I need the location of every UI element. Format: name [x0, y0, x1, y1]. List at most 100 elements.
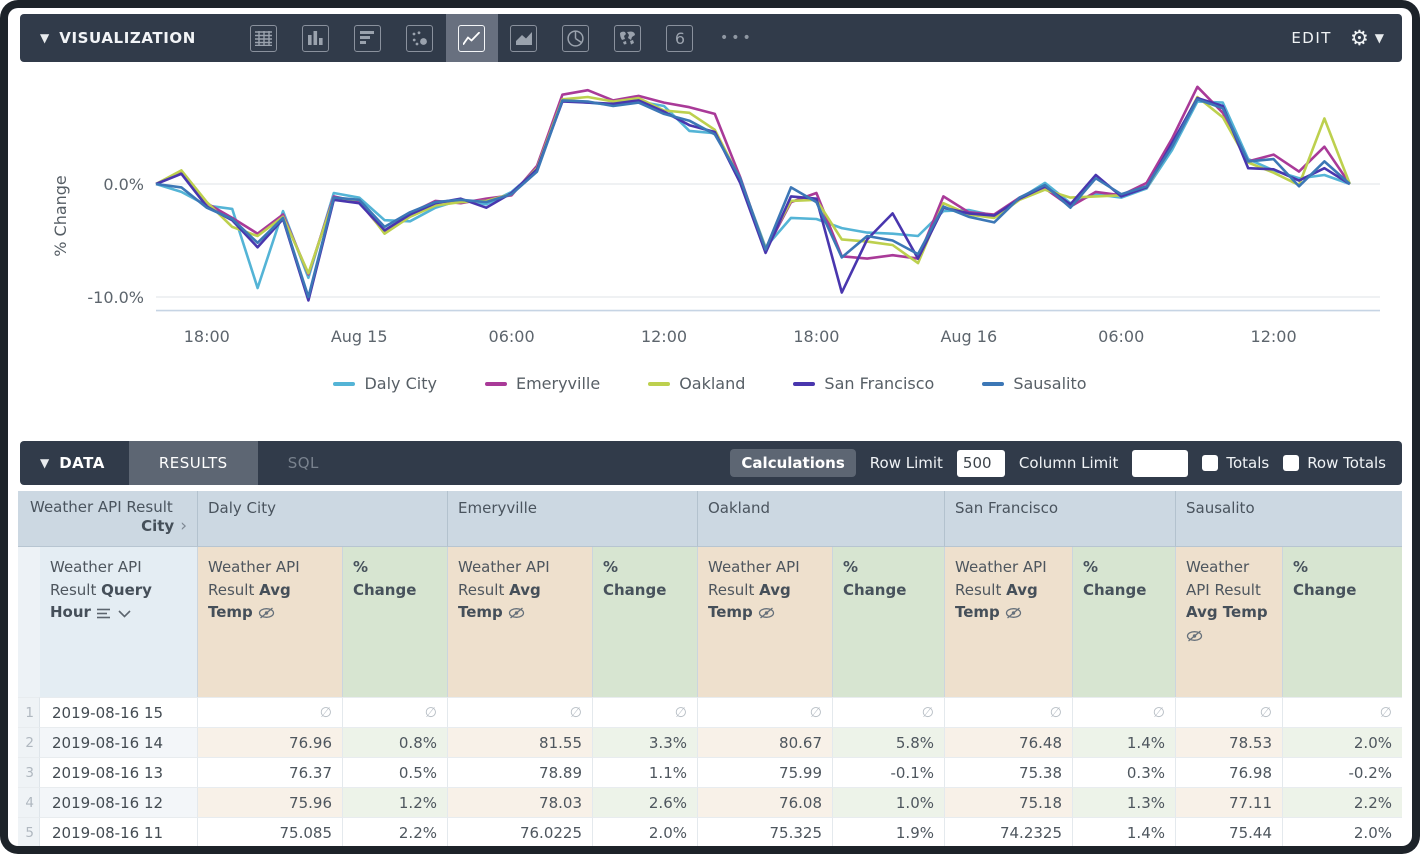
cell-pct-change[interactable]: ∅	[342, 697, 447, 727]
cell-avg-temp[interactable]: ∅	[944, 697, 1072, 727]
column-header-pct-change[interactable]: % Change	[1072, 547, 1175, 697]
cell-avg-temp[interactable]: 75.38	[944, 757, 1072, 787]
cell-pct-change[interactable]: 2.2%	[1282, 787, 1402, 817]
visualization-collapse-toggle[interactable]: ▼ VISUALIZATION	[20, 14, 222, 62]
cell-pct-change[interactable]: 0.8%	[342, 727, 447, 757]
more-chart-types-button[interactable]: •••	[719, 30, 754, 46]
cell-avg-temp[interactable]: 76.08	[697, 787, 832, 817]
cell-pct-change[interactable]: 1.4%	[1072, 727, 1175, 757]
cell-avg-temp[interactable]: 74.2325	[944, 817, 1072, 846]
column-header-avg-temp[interactable]: Weather API Result Avg Temp	[1175, 547, 1282, 697]
cell-pct-change[interactable]: 1.4%	[1072, 817, 1175, 846]
cell-pct-change[interactable]: 1.9%	[832, 817, 944, 846]
cell-pct-change[interactable]: 5.8%	[832, 727, 944, 757]
chart-type-column[interactable]	[290, 14, 342, 62]
cell-pct-change[interactable]: -0.2%	[1282, 757, 1402, 787]
cell-pct-change[interactable]: -0.1%	[832, 757, 944, 787]
edit-button[interactable]: EDIT	[1291, 29, 1332, 47]
cell-avg-temp[interactable]: ∅	[1175, 697, 1282, 727]
cell-avg-temp[interactable]: ∅	[447, 697, 592, 727]
calculations-button[interactable]: Calculations	[730, 449, 856, 477]
chart-type-line[interactable]	[445, 14, 498, 62]
column-header-avg-temp[interactable]: Weather API Result Avg Temp	[944, 547, 1072, 697]
cell-avg-temp[interactable]: 76.0225	[447, 817, 592, 846]
chart-type-scatter[interactable]	[394, 14, 446, 62]
cell-avg-temp[interactable]: 78.03	[447, 787, 592, 817]
cell-avg-temp[interactable]: 75.325	[697, 817, 832, 846]
pivot-value-emeryville[interactable]: Emeryville	[447, 491, 697, 547]
chart-type-bar[interactable]	[342, 14, 394, 62]
row-totals-checkbox-wrap[interactable]: Row Totals	[1283, 454, 1386, 472]
chart-type-map[interactable]	[602, 14, 654, 62]
tab-results[interactable]: RESULTS	[128, 441, 258, 485]
cell-avg-temp[interactable]: 75.18	[944, 787, 1072, 817]
chart-type-area[interactable]	[498, 14, 550, 62]
column-header-pct-change[interactable]: % Change	[832, 547, 944, 697]
legend-item-san-francisco[interactable]: San Francisco	[793, 374, 934, 393]
cell-query-hour[interactable]: 2019-08-16 13	[40, 757, 197, 787]
cell-avg-temp[interactable]: 75.99	[697, 757, 832, 787]
cell-avg-temp[interactable]: 76.98	[1175, 757, 1282, 787]
cell-query-hour[interactable]: 2019-08-16 15	[40, 697, 197, 727]
cell-pct-change[interactable]: 2.0%	[592, 817, 697, 846]
cell-pct-change[interactable]: 1.0%	[832, 787, 944, 817]
column-header-pct-change[interactable]: % Change	[342, 547, 447, 697]
column-header-pct-change[interactable]: % Change	[592, 547, 697, 697]
cell-pct-change[interactable]: ∅	[592, 697, 697, 727]
cell-avg-temp[interactable]: ∅	[697, 697, 832, 727]
cell-pct-change[interactable]: 0.3%	[1072, 757, 1175, 787]
legend-item-oakland[interactable]: Oakland	[648, 374, 745, 393]
cell-pct-change[interactable]: ∅	[1282, 697, 1402, 727]
sort-desc-icon[interactable]	[96, 608, 111, 619]
column-header-avg-temp[interactable]: Weather API Result Avg Temp	[447, 547, 592, 697]
totals-checkbox[interactable]	[1202, 455, 1219, 471]
tab-sql[interactable]: SQL	[287, 454, 319, 472]
row-limit-input[interactable]	[956, 449, 1005, 477]
chart-type-single-value[interactable]: 6	[654, 14, 706, 62]
legend-item-daly-city[interactable]: Daly City	[333, 374, 437, 393]
cell-pct-change[interactable]: 2.6%	[592, 787, 697, 817]
cell-pct-change[interactable]: 1.3%	[1072, 787, 1175, 817]
chart-type-pie[interactable]	[550, 14, 602, 62]
cell-pct-change[interactable]: ∅	[832, 697, 944, 727]
cell-pct-change[interactable]: 0.5%	[342, 757, 447, 787]
pivot-value-daly-city[interactable]: Daly City	[197, 491, 447, 547]
cell-avg-temp[interactable]: ∅	[197, 697, 342, 727]
chart-type-table[interactable]	[238, 14, 290, 62]
cell-pct-change[interactable]: 3.3%	[592, 727, 697, 757]
cell-avg-temp[interactable]: 80.67	[697, 727, 832, 757]
cell-query-hour[interactable]: 2019-08-16 11	[40, 817, 197, 846]
cell-pct-change[interactable]: 1.2%	[342, 787, 447, 817]
cell-avg-temp[interactable]: 76.37	[197, 757, 342, 787]
column-header-pct-change[interactable]: % Change	[1282, 547, 1402, 697]
cell-avg-temp[interactable]: 78.53	[1175, 727, 1282, 757]
cell-avg-temp[interactable]: 76.96	[197, 727, 342, 757]
column-header-query-hour[interactable]: Weather API Result Query Hour	[40, 547, 197, 697]
cell-pct-change[interactable]: 2.0%	[1282, 727, 1402, 757]
pivot-value-sausalito[interactable]: Sausalito	[1175, 491, 1402, 547]
cell-query-hour[interactable]: 2019-08-16 12	[40, 787, 197, 817]
column-limit-input[interactable]	[1132, 449, 1189, 477]
totals-checkbox-wrap[interactable]: Totals	[1202, 454, 1269, 472]
legend-item-emeryville[interactable]: Emeryville	[484, 374, 600, 393]
cell-pct-change[interactable]: ∅	[1072, 697, 1175, 727]
data-collapse-toggle[interactable]: ▼ DATA	[20, 441, 129, 485]
chevron-down-icon[interactable]	[118, 609, 131, 618]
row-totals-checkbox[interactable]	[1283, 455, 1300, 471]
column-header-avg-temp[interactable]: Weather API Result Avg Temp	[697, 547, 832, 697]
pivot-value-san-francisco[interactable]: San Francisco	[944, 491, 1175, 547]
cell-pct-change[interactable]: 1.1%	[592, 757, 697, 787]
cell-pct-change[interactable]: 2.2%	[342, 817, 447, 846]
cell-avg-temp[interactable]: 75.085	[197, 817, 342, 846]
cell-avg-temp[interactable]: 75.44	[1175, 817, 1282, 846]
cell-avg-temp[interactable]: 77.11	[1175, 787, 1282, 817]
visualization-settings-button[interactable]: ⚙ ▼	[1350, 27, 1384, 49]
cell-query-hour[interactable]: 2019-08-16 14	[40, 727, 197, 757]
cell-avg-temp[interactable]: 76.48	[944, 727, 1072, 757]
cell-avg-temp[interactable]: 78.89	[447, 757, 592, 787]
pivot-value-oakland[interactable]: Oakland	[697, 491, 944, 547]
pivot-field-header[interactable]: Weather API Result City ›	[18, 491, 197, 547]
legend-item-sausalito[interactable]: Sausalito	[982, 374, 1087, 393]
cell-pct-change[interactable]: 2.0%	[1282, 817, 1402, 846]
column-header-avg-temp[interactable]: Weather API Result Avg Temp	[197, 547, 342, 697]
